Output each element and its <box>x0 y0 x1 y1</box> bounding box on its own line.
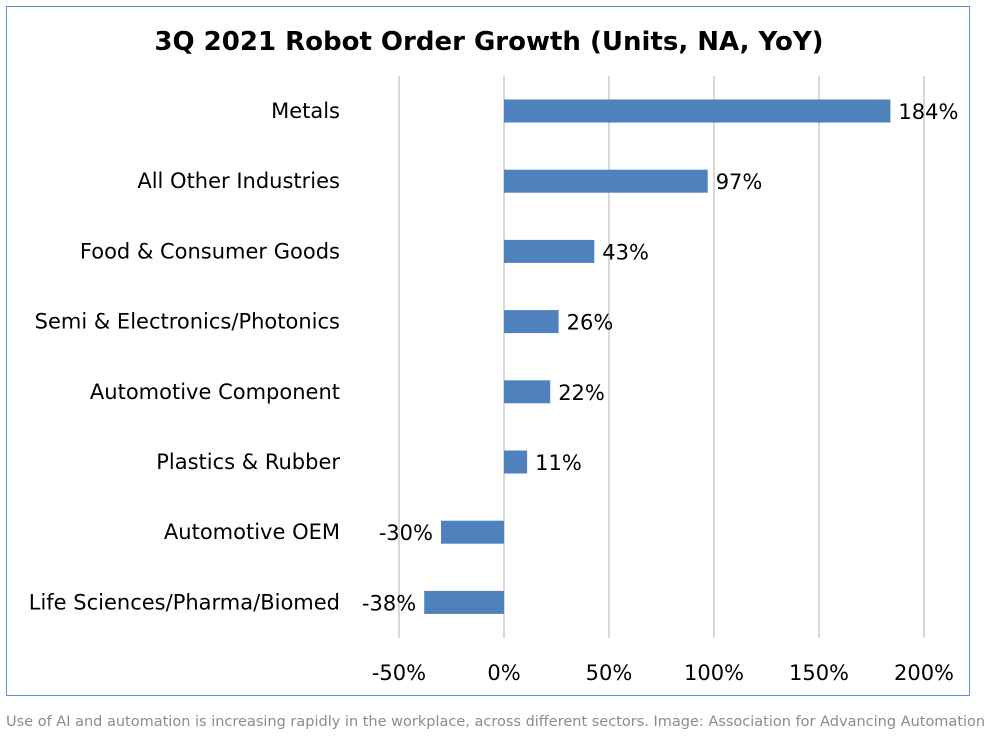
bar <box>441 520 504 544</box>
category-label: All Other Industries <box>137 169 340 193</box>
bar <box>504 310 559 334</box>
bar <box>504 239 595 263</box>
data-label: -38% <box>362 591 416 615</box>
category-label: Food & Consumer Goods <box>80 239 340 263</box>
bar <box>504 99 891 123</box>
labels: -50% 0% 50% 100% 150% 200% Metals 184% All Other… <box>29 99 959 685</box>
data-label: 11% <box>535 451 582 475</box>
x-tick-label: 50% <box>586 661 633 685</box>
bar <box>504 380 551 404</box>
data-label: 43% <box>602 240 649 264</box>
data-label: 97% <box>716 170 763 194</box>
x-tick-label: 0% <box>487 661 520 685</box>
category-label: Automotive Component <box>90 380 340 404</box>
category-label: Plastics & Rubber <box>156 450 340 474</box>
x-tick-label: -50% <box>372 661 426 685</box>
data-label: 22% <box>558 381 605 405</box>
category-label: Metals <box>271 99 340 123</box>
x-tick-label: 200% <box>894 661 954 685</box>
category-label: Life Sciences/Pharma/Biomed <box>29 590 340 614</box>
chart-title: 3Q 2021 Robot Order Growth (Units, NA, Y… <box>154 27 823 57</box>
category-label: Semi & Electronics/Photonics <box>35 310 340 334</box>
x-tick-label: 100% <box>684 661 744 685</box>
x-tick-label: 150% <box>789 661 849 685</box>
bar-chart: -50% 0% 50% 100% 150% 200% Metals 184% All Other… <box>29 27 959 685</box>
data-label: 184% <box>898 100 958 124</box>
bar <box>504 450 528 474</box>
data-label: -30% <box>379 521 433 545</box>
grid-lines <box>398 76 925 638</box>
bars <box>424 99 891 614</box>
data-label: 26% <box>567 311 614 335</box>
bar <box>424 590 504 614</box>
bar <box>504 169 708 193</box>
category-label: Automotive OEM <box>164 520 340 544</box>
image-caption: Use of AI and automation is increasing r… <box>6 714 986 730</box>
